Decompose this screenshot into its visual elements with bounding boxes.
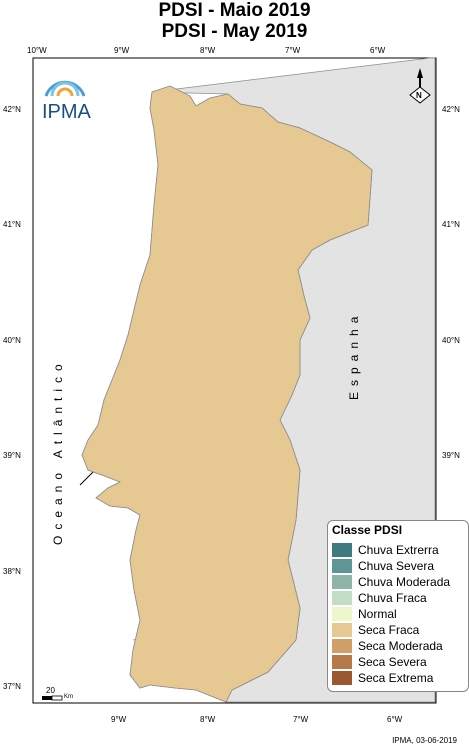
legend-label: Chuva Extrerra [358,542,439,557]
legend-item: Seca Moderada [332,638,443,653]
lon-tick-bottom: 6°W [387,715,403,724]
legend-swatch [332,622,352,637]
ocean-label: Oceano Atlântico [51,358,65,545]
lon-tick-top: 10°W [27,46,47,55]
lon-tick-top: 7°W [285,46,301,55]
legend-swatch [332,590,352,605]
legend-item: Seca Extrema [332,670,433,685]
legend-item: Chuva Moderada [332,574,450,589]
legend-swatch [332,654,352,669]
legend-label: Seca Extrema [358,670,434,685]
legend-box: Classe PDSI Chuva Extrerra Chuva Severa … [327,520,469,692]
legend-label: Seca Fraca [358,622,420,637]
lat-tick-right: 40°N [442,336,460,345]
scale-value: 20 [46,686,55,695]
legend-swatch [332,574,352,589]
north-label: N [416,91,422,100]
legend-item: Seca Fraca [332,622,419,637]
map-title-pt: PDSI - Maio 2019 [158,0,311,21]
lat-tick-left: 38°N [3,567,21,576]
legend-title: Classe PDSI [332,523,403,537]
lat-tick-left: 41°N [3,220,21,229]
legend-item: Chuva Severa [332,558,434,573]
legend-swatch [332,606,352,621]
right-lat-ticks: 42°N 41°N 40°N 39°N 38°N [442,105,460,576]
scale-bar [42,695,63,701]
map-title-en: PDSI - May 2019 [161,21,308,42]
left-lat-ticks: 42°N 41°N 40°N 39°N 38°N 37°N [3,105,21,691]
legend-label: Chuva Fraca [358,590,427,605]
legend-item: Chuva Extrerra [332,542,439,557]
lon-tick-top: 9°W [114,46,130,55]
ipma-logo-text: IPMA [42,101,91,123]
lon-tick-top: 8°W [200,46,216,55]
top-lon-ticks: 10°W 9°W 8°W 7°W 6°W [27,46,386,55]
legend-swatch [332,638,352,653]
legend-label: Chuva Moderada [358,574,451,589]
spain-label-text: Espanha [347,311,361,400]
lat-tick-right: 41°N [442,220,460,229]
legend-swatch [332,558,352,573]
legend-label: Seca Moderada [358,638,443,653]
legend-label: Seca Severa [358,654,427,669]
legend-swatch [332,542,352,557]
lat-tick-right: 39°N [442,451,460,460]
lon-tick-bottom: 7°W [293,715,309,724]
legend-item: Chuva Fraca [332,590,427,605]
lat-tick-left: 39°N [3,451,21,460]
lat-tick-left: 42°N [3,105,21,114]
bottom-lon-ticks: 9°W 8°W 7°W 6°W [111,715,403,724]
lat-tick-left: 37°N [3,682,21,691]
lat-tick-left: 40°N [3,336,21,345]
ipma-logo-icon [44,80,86,97]
ocean-label-text: Oceano Atlântico [51,358,65,545]
lon-tick-bottom: 8°W [200,715,216,724]
lon-tick-top: 6°W [370,46,386,55]
legend-item: Seca Severa [332,654,427,669]
north-arrow: N [409,68,431,104]
credit-text: IPMA, 03-06-2019 [392,736,457,745]
legend-item: Normal [332,606,397,621]
spain-label: Espanha [347,311,361,400]
legend-swatch [332,670,352,685]
lon-tick-bottom: 9°W [111,715,127,724]
legend-label: Normal [358,606,397,621]
legend-label: Chuva Severa [358,558,435,573]
scale-unit: Km [64,694,73,700]
lat-tick-right: 42°N [442,105,460,114]
